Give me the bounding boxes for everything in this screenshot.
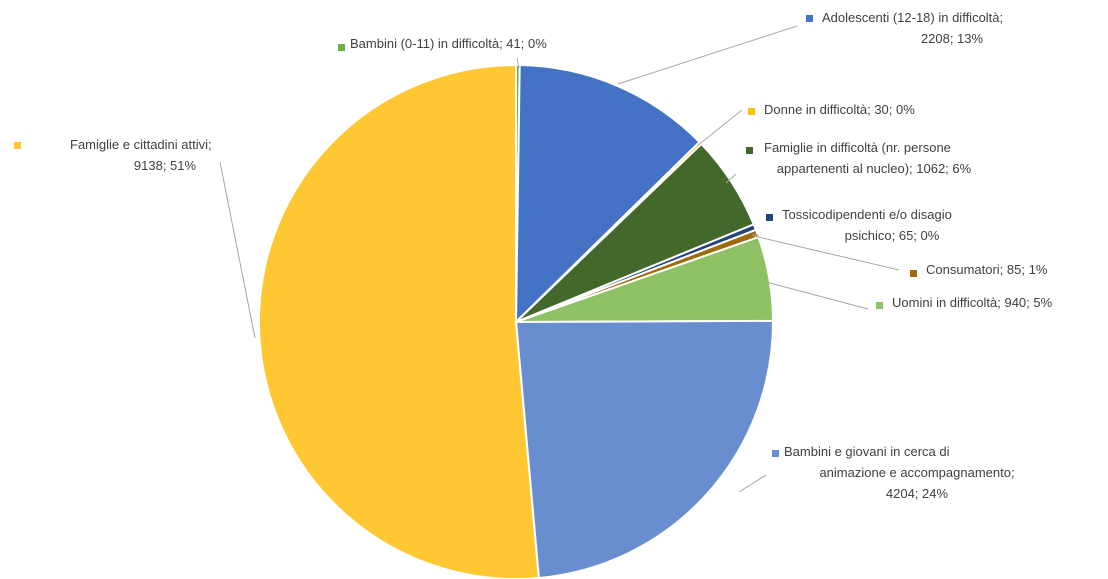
leader-line	[753, 235, 900, 271]
label-key-marker	[910, 270, 917, 277]
label-key-marker	[876, 302, 883, 309]
data-label: Bambini (0-11) in difficoltà; 41; 0%	[350, 36, 547, 51]
leader-lines	[219, 25, 900, 493]
label-key-marker	[748, 108, 755, 115]
data-label: appartenenti al nucleo); 1062; 6%	[777, 161, 972, 176]
leader-line	[725, 173, 737, 184]
pie-slice	[257, 63, 540, 579]
data-label: Uomini in difficoltà; 940; 5%	[892, 295, 1053, 310]
data-label: Famiglie e cittadini attivi;	[70, 137, 212, 152]
pie-slice	[514, 319, 775, 579]
data-label: animazione e accompagnamento;	[819, 465, 1014, 480]
label-key-marker	[772, 450, 779, 457]
data-label: psichico; 65; 0%	[845, 228, 940, 243]
data-label: Bambini e giovani in cerca di	[784, 444, 950, 459]
leader-line	[617, 25, 798, 85]
leader-line	[765, 281, 869, 310]
data-label: Adolescenti (12-18) in difficoltà;	[822, 10, 1003, 25]
leader-line	[696, 109, 743, 147]
data-label: Famiglie in difficoltà (nr. persone	[764, 140, 951, 155]
label-key-marker	[806, 15, 813, 22]
leader-line	[219, 161, 256, 339]
data-label: Donne in difficoltà; 30; 0%	[764, 102, 915, 117]
data-label: Tossicodipendenti e/o disagio	[782, 207, 952, 222]
leader-line	[516, 57, 520, 69]
label-key-marker	[14, 142, 21, 149]
data-label: 9138; 51%	[134, 158, 197, 173]
label-key-marker	[766, 214, 773, 221]
pie-slice	[514, 64, 701, 325]
data-label: 4204; 24%	[886, 486, 949, 501]
data-labels: Bambini (0-11) in difficoltà; 41; 0% Adol…	[14, 10, 1053, 501]
pie-slices	[257, 63, 775, 579]
label-key-marker	[338, 44, 345, 51]
data-label: Consumatori; 85; 1%	[926, 262, 1048, 277]
data-label: 2208; 13%	[921, 31, 984, 46]
leader-line	[738, 474, 767, 493]
label-key-marker	[746, 147, 753, 154]
